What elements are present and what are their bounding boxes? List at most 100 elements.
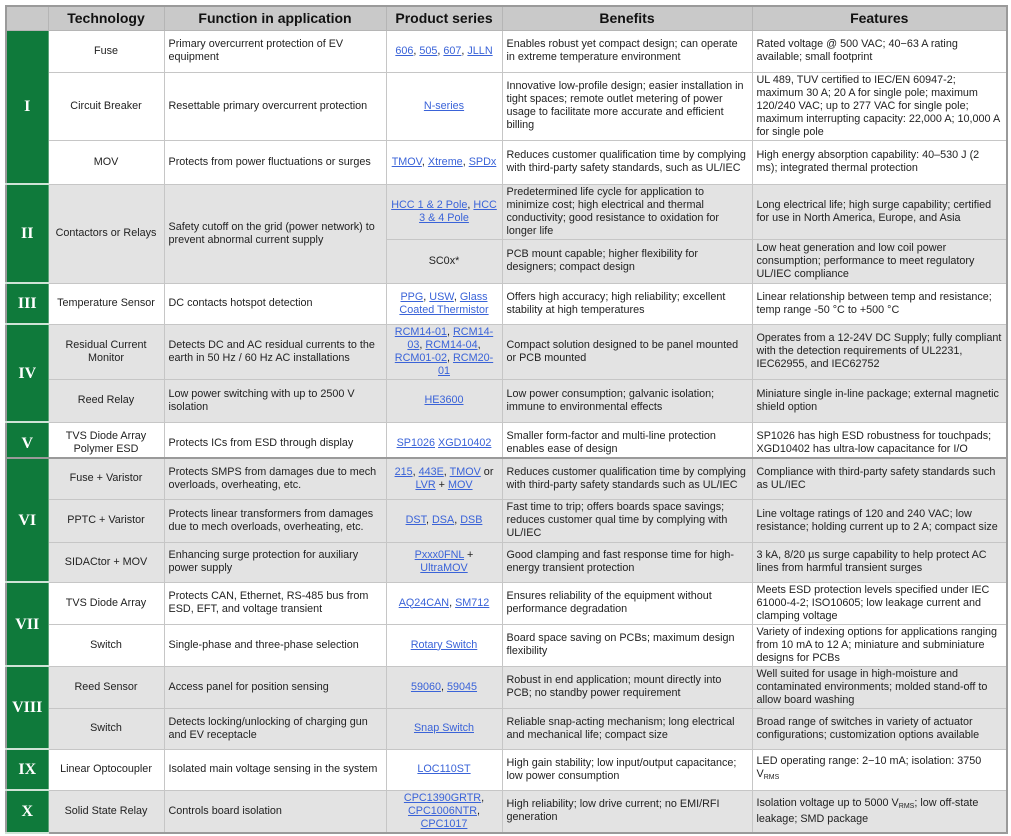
benefits-cell: Reliable snap-acting mechanism; long ele…	[501, 707, 753, 750]
product-link[interactable]: MOV	[447, 478, 473, 491]
product-series-cell: N-series	[385, 71, 503, 141]
group-numeral: VII	[5, 581, 49, 667]
technology-cell: Fuse + Varistor	[47, 457, 165, 500]
technology-cell: Linear Optocoupler	[47, 748, 165, 791]
product-link[interactable]: 59060	[410, 680, 441, 693]
product-link[interactable]: DSA	[432, 514, 455, 526]
benefits-cell: Innovative low-profile design; easier in…	[501, 71, 753, 141]
product-series-cell: Pxxx0FNL + UltraMOV	[385, 541, 503, 583]
product-text: ,	[461, 44, 468, 57]
product-link[interactable]: RCM14-03	[407, 325, 494, 351]
product-text: ,	[447, 351, 453, 364]
product-link[interactable]: RCM14-04	[425, 338, 478, 351]
function-cell: Enhancing surge protection for auxiliary…	[163, 541, 387, 583]
product-link[interactable]: TMOV	[449, 465, 481, 478]
product-link[interactable]: HCC 1 & 2 Pole	[391, 198, 468, 211]
product-link[interactable]: LVR	[415, 478, 436, 491]
product-link[interactable]: USW	[429, 290, 454, 303]
technology-cell: TVS Diode Array	[47, 581, 165, 625]
product-link[interactable]: CPC1017	[420, 817, 468, 830]
technology-cell: Reed Sensor	[47, 665, 165, 709]
table-row: Circuit Breaker Resettable primary overcu…	[6, 71, 1008, 141]
product-text: +	[435, 478, 448, 491]
benefits-cell: PCB mount capable; higher flexibility fo…	[501, 238, 753, 284]
product-link[interactable]: HE3600	[424, 394, 464, 406]
group-numeral: X	[5, 789, 49, 834]
features-cell: Rated voltage @ 500 VAC; 40−63 A rating …	[751, 29, 1008, 73]
product-link[interactable]: AQ24CAN	[398, 596, 450, 609]
function-cell: Protects from power fluctuations or surg…	[163, 139, 387, 185]
technology-cell: Temperature Sensor	[47, 282, 165, 325]
function-cell: Protects linear transformers from damage…	[163, 498, 387, 543]
benefits-cell: Ensures reliability of the equipment wit…	[501, 581, 753, 625]
product-link[interactable]: Snap Switch	[413, 722, 474, 734]
product-link[interactable]: XGD10402	[438, 436, 492, 449]
features-cell: LED operating range: 2−10 mA; isolation:…	[751, 748, 1008, 791]
benefits-cell: Fast time to trip; offers boards space s…	[501, 498, 753, 543]
benefits-cell: Robust in end application; mount directl…	[501, 665, 753, 709]
product-link[interactable]: LOC110ST	[417, 763, 471, 775]
product-link[interactable]: RCM14-01	[394, 325, 447, 338]
features-cell: High energy absorption capability: 40–53…	[751, 139, 1008, 185]
function-cell: Low power switching with up to 2500 V is…	[163, 378, 387, 423]
product-text: ,	[423, 290, 430, 303]
product-link[interactable]: 59045	[447, 680, 478, 693]
product-text: ,	[481, 791, 485, 804]
header-group	[5, 5, 49, 31]
product-link[interactable]: 505	[419, 44, 438, 57]
technology-cell: Residual Current Monitor	[47, 323, 165, 380]
product-link[interactable]: 443E	[418, 465, 444, 478]
function-cell: Protects CAN, Ethernet, RS-485 bus from …	[163, 581, 387, 625]
table-row: I Fuse Primary overcurrent protection of E…	[5, 29, 1008, 185]
product-text: ,	[462, 155, 469, 168]
product-link[interactable]: SPDx	[468, 155, 497, 168]
product-link[interactable]: PPG	[400, 290, 424, 303]
product-text: or	[480, 465, 494, 478]
benefits-cell: Board space saving on PCBs; maximum desi…	[501, 623, 753, 667]
header-function: Function in application	[163, 5, 387, 31]
product-link[interactable]: 215	[394, 465, 413, 478]
features-cell: UL 489, TUV certified to IEC/EN 60947-2;…	[751, 71, 1008, 141]
function-cell: Detects DC and AC residual currents to t…	[163, 323, 387, 380]
features-subscript: RMS	[898, 802, 915, 810]
product-link[interactable]: 606	[395, 44, 414, 57]
features-cell: Compliance with third-party safety stand…	[751, 457, 1008, 500]
benefits-cell: Reduces customer qualification time by c…	[501, 139, 753, 185]
technology-cell: Switch	[47, 623, 165, 667]
product-text: ,	[437, 44, 444, 57]
product-text: ,	[412, 465, 419, 478]
group-numeral: II	[5, 183, 49, 284]
function-cell: Protects SMPS from damages due to mech o…	[163, 457, 387, 500]
table-row: VII TVS Diode Array Protects CAN, Ethernet…	[5, 581, 1008, 667]
benefits-cell: Reduces customer qualification time by c…	[501, 457, 753, 500]
product-link[interactable]: SP1026	[396, 436, 435, 449]
product-link[interactable]: Glass Coated Thermistor	[399, 290, 489, 316]
features-cell: Low heat generation and low coil power c…	[751, 238, 1008, 284]
product-link[interactable]: SM712	[455, 596, 490, 609]
product-link[interactable]: Xtreme	[427, 155, 463, 168]
product-link[interactable]: HCC 3 & 4 Pole	[419, 198, 497, 224]
header-benefits: Benefits	[501, 5, 753, 31]
table-row: IX Linear Optocoupler Isolated main voltag…	[5, 748, 1008, 791]
product-link[interactable]: Pxxx0FNL	[414, 549, 465, 561]
table-row: II Contactors or Relays Safety cutoff on t…	[5, 183, 1008, 284]
product-link[interactable]: 607	[443, 44, 462, 57]
technology-cell: Contactors or Relays	[47, 183, 165, 284]
product-link[interactable]: CPC1006NTR	[407, 804, 477, 817]
product-link[interactable]: TMOV	[391, 155, 422, 168]
product-link[interactable]: RCM20-01	[437, 351, 494, 377]
function-cell: Resettable primary overcurrent protectio…	[163, 71, 387, 141]
product-link[interactable]: RCM01-02	[394, 351, 447, 364]
features-cell: Well suited for usage in high-moisture a…	[751, 665, 1008, 709]
function-cell: Isolated main voltage sensing in the sys…	[163, 748, 387, 791]
product-link[interactable]: UltraMOV	[420, 562, 468, 574]
product-link[interactable]: Rotary Switch	[410, 638, 478, 651]
product-link[interactable]: CPC1390GRTR	[403, 791, 482, 804]
product-link[interactable]: JLLN	[467, 44, 493, 57]
technology-cell: Fuse	[47, 29, 165, 73]
product-link[interactable]: DSB	[460, 514, 483, 526]
function-cell: Access panel for position sensing	[163, 665, 387, 709]
features-cell: Long electrical life; high surge capabil…	[751, 183, 1008, 240]
product-link[interactable]: N-series	[423, 99, 465, 112]
product-link[interactable]: DST	[405, 514, 426, 526]
